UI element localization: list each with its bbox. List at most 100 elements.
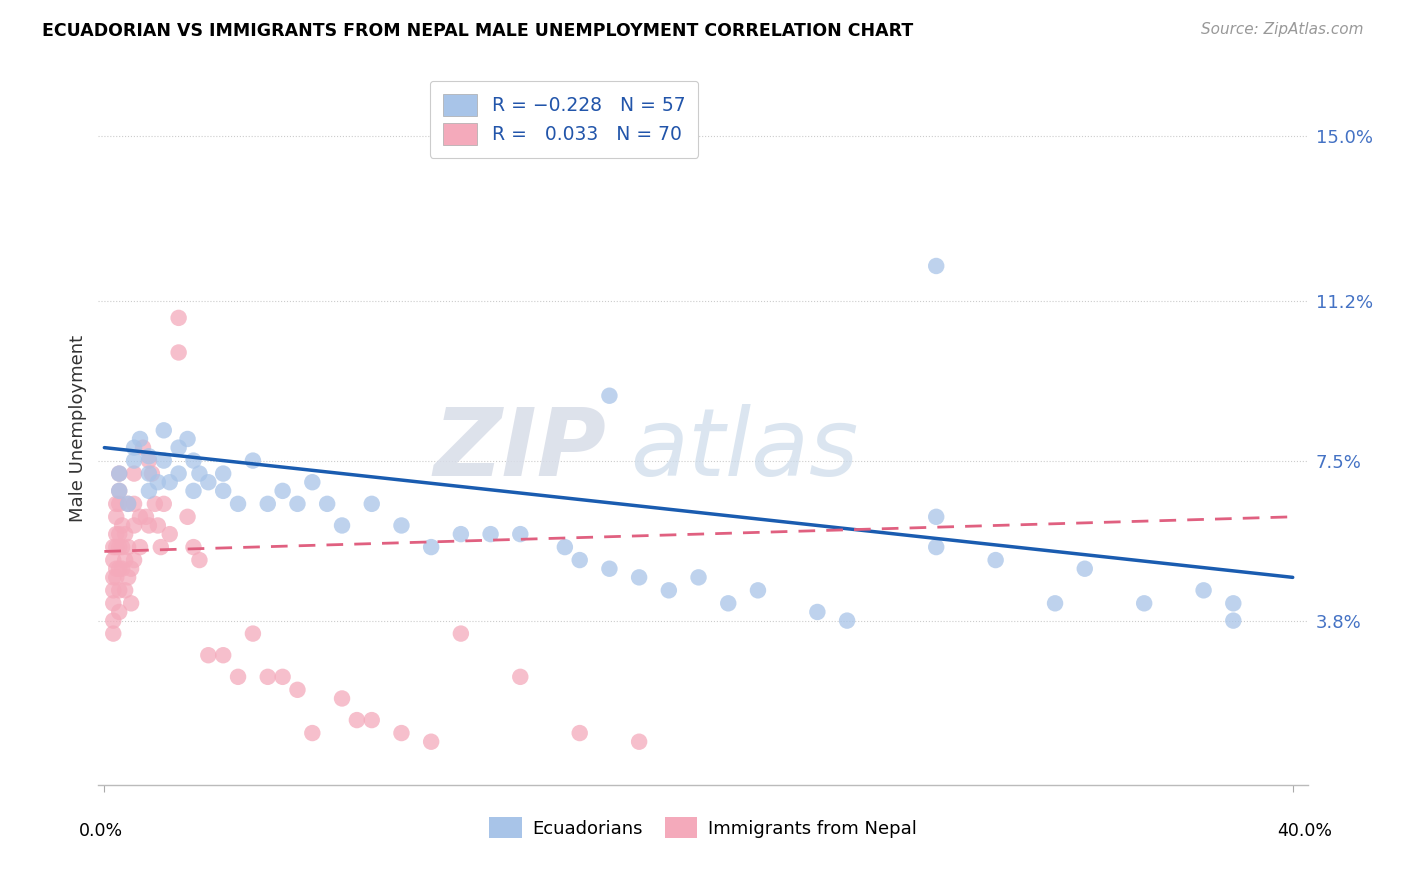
Point <box>568 726 591 740</box>
Point <box>129 540 152 554</box>
Point <box>747 583 769 598</box>
Point <box>984 553 1007 567</box>
Point <box>159 475 181 490</box>
Point <box>1043 596 1066 610</box>
Point <box>138 483 160 498</box>
Point <box>183 540 205 554</box>
Point <box>129 509 152 524</box>
Point <box>111 562 134 576</box>
Point <box>111 540 134 554</box>
Point <box>287 497 309 511</box>
Point <box>108 467 131 481</box>
Point <box>925 540 948 554</box>
Point <box>105 509 128 524</box>
Point <box>103 614 125 628</box>
Point <box>117 497 139 511</box>
Point <box>330 691 353 706</box>
Point <box>105 527 128 541</box>
Point <box>509 527 531 541</box>
Point <box>568 553 591 567</box>
Point <box>212 467 235 481</box>
Point <box>105 562 128 576</box>
Point <box>122 497 145 511</box>
Point <box>1222 596 1244 610</box>
Point <box>806 605 828 619</box>
Point <box>117 540 139 554</box>
Point <box>242 626 264 640</box>
Point <box>103 583 125 598</box>
Point <box>1192 583 1215 598</box>
Point <box>1222 614 1244 628</box>
Text: 0.0%: 0.0% <box>79 822 124 840</box>
Point <box>688 570 710 584</box>
Point <box>226 497 249 511</box>
Point <box>141 467 163 481</box>
Point <box>103 540 125 554</box>
Point <box>346 713 368 727</box>
Point <box>212 648 235 663</box>
Point <box>925 259 948 273</box>
Point <box>183 483 205 498</box>
Point <box>188 467 211 481</box>
Point <box>143 497 166 511</box>
Point <box>138 453 160 467</box>
Point <box>114 527 136 541</box>
Point <box>628 570 651 584</box>
Point <box>628 735 651 749</box>
Point <box>129 432 152 446</box>
Point <box>120 562 142 576</box>
Point <box>152 423 174 437</box>
Point <box>391 518 413 533</box>
Point <box>120 596 142 610</box>
Point <box>450 527 472 541</box>
Point <box>316 497 339 511</box>
Point <box>138 450 160 464</box>
Legend: Ecuadorians, Immigrants from Nepal: Ecuadorians, Immigrants from Nepal <box>479 808 927 847</box>
Point <box>598 562 620 576</box>
Point <box>108 483 131 498</box>
Point <box>197 475 219 490</box>
Point <box>103 596 125 610</box>
Point <box>271 483 294 498</box>
Point <box>108 483 131 498</box>
Point <box>114 553 136 567</box>
Point <box>167 345 190 359</box>
Point <box>301 726 323 740</box>
Point <box>509 670 531 684</box>
Point <box>183 453 205 467</box>
Point <box>925 509 948 524</box>
Point <box>835 614 858 628</box>
Point <box>122 441 145 455</box>
Point <box>105 570 128 584</box>
Point <box>167 441 190 455</box>
Point <box>103 553 125 567</box>
Text: ECUADORIAN VS IMMIGRANTS FROM NEPAL MALE UNEMPLOYMENT CORRELATION CHART: ECUADORIAN VS IMMIGRANTS FROM NEPAL MALE… <box>42 22 914 40</box>
Point <box>149 540 172 554</box>
Point <box>420 735 443 749</box>
Point <box>108 497 131 511</box>
Point <box>391 726 413 740</box>
Point <box>122 453 145 467</box>
Text: ZIP: ZIP <box>433 403 606 496</box>
Point <box>122 518 145 533</box>
Point <box>105 540 128 554</box>
Point <box>108 527 131 541</box>
Point <box>103 570 125 584</box>
Point <box>146 518 169 533</box>
Point <box>159 527 181 541</box>
Point <box>108 583 131 598</box>
Point <box>111 518 134 533</box>
Point <box>256 497 278 511</box>
Point <box>176 432 198 446</box>
Point <box>212 483 235 498</box>
Text: atlas: atlas <box>630 404 859 495</box>
Point <box>1133 596 1156 610</box>
Point <box>226 670 249 684</box>
Point <box>301 475 323 490</box>
Point <box>108 562 131 576</box>
Y-axis label: Male Unemployment: Male Unemployment <box>69 334 87 522</box>
Point <box>167 310 190 325</box>
Point <box>117 497 139 511</box>
Point <box>450 626 472 640</box>
Point <box>360 713 382 727</box>
